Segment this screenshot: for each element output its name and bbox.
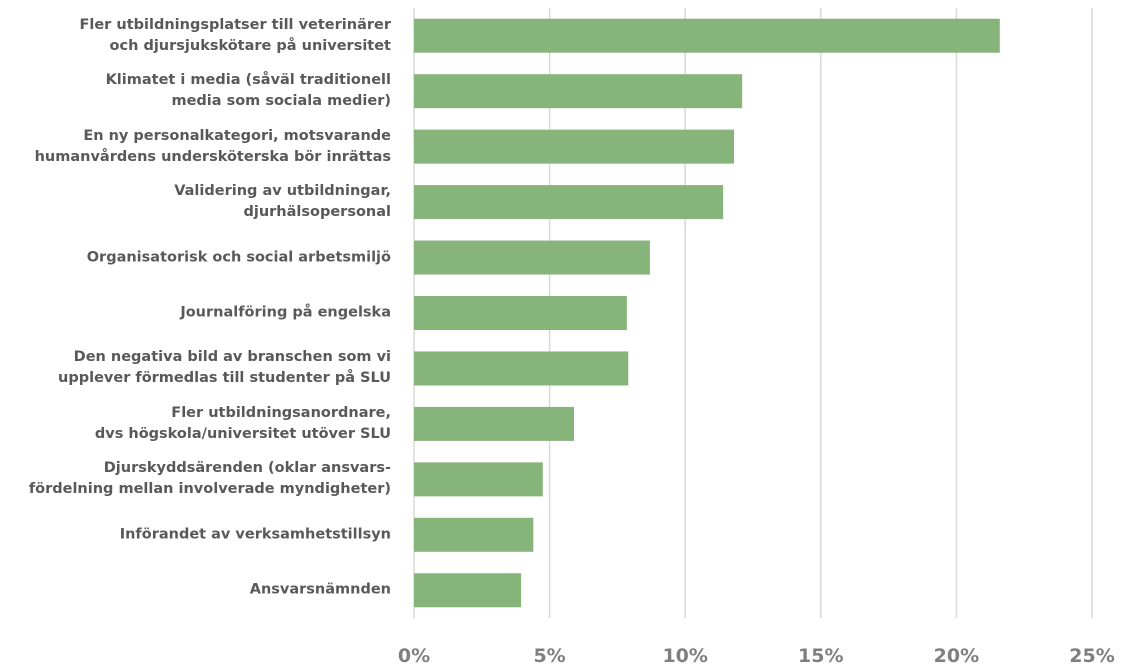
- bar: [414, 74, 743, 109]
- bar: [414, 296, 627, 330]
- x-tick-label: 25%: [1069, 645, 1115, 667]
- bar: [414, 406, 575, 441]
- y-tick-label: Organisatorisk och social arbetsmiljö: [86, 249, 391, 266]
- bar: [414, 129, 735, 164]
- y-tick-label: Validering av utbildningar, djurhälsoper…: [174, 183, 391, 221]
- bar: [414, 462, 543, 497]
- bar: [414, 18, 1000, 53]
- y-tick-label: Klimatet i media (såväl traditionell med…: [105, 72, 391, 110]
- y-tick-label: Djurskyddsärenden (oklar ansvars- fördel…: [28, 460, 391, 498]
- x-tick-label: 20%: [933, 645, 980, 667]
- bar: [414, 185, 724, 220]
- y-tick-label: En ny personalkategori, motsvarande huma…: [34, 127, 391, 165]
- y-tick-label: Fler utbildningsanordnare, dvs högskola/…: [94, 404, 391, 442]
- bar: [414, 573, 522, 608]
- y-tick-label: Införandet av verksamhetstillsyn: [119, 526, 391, 543]
- x-tick-label: 5%: [533, 645, 566, 667]
- y-tick-label: Journalföring på engelska: [180, 304, 391, 321]
- bar: [414, 240, 650, 275]
- y-tick-label: Fler utbildningsplatser till veterinärer…: [79, 16, 391, 54]
- bar: [414, 517, 534, 552]
- x-tick-label: 15%: [798, 645, 844, 667]
- y-tick-label: Ansvarsnämnden: [249, 581, 391, 598]
- x-tick-label: 10%: [662, 645, 708, 667]
- x-tick-label: 0%: [397, 645, 431, 667]
- y-tick-label: Den negativa bild av branschen som vi up…: [58, 349, 391, 387]
- bar: [414, 351, 629, 386]
